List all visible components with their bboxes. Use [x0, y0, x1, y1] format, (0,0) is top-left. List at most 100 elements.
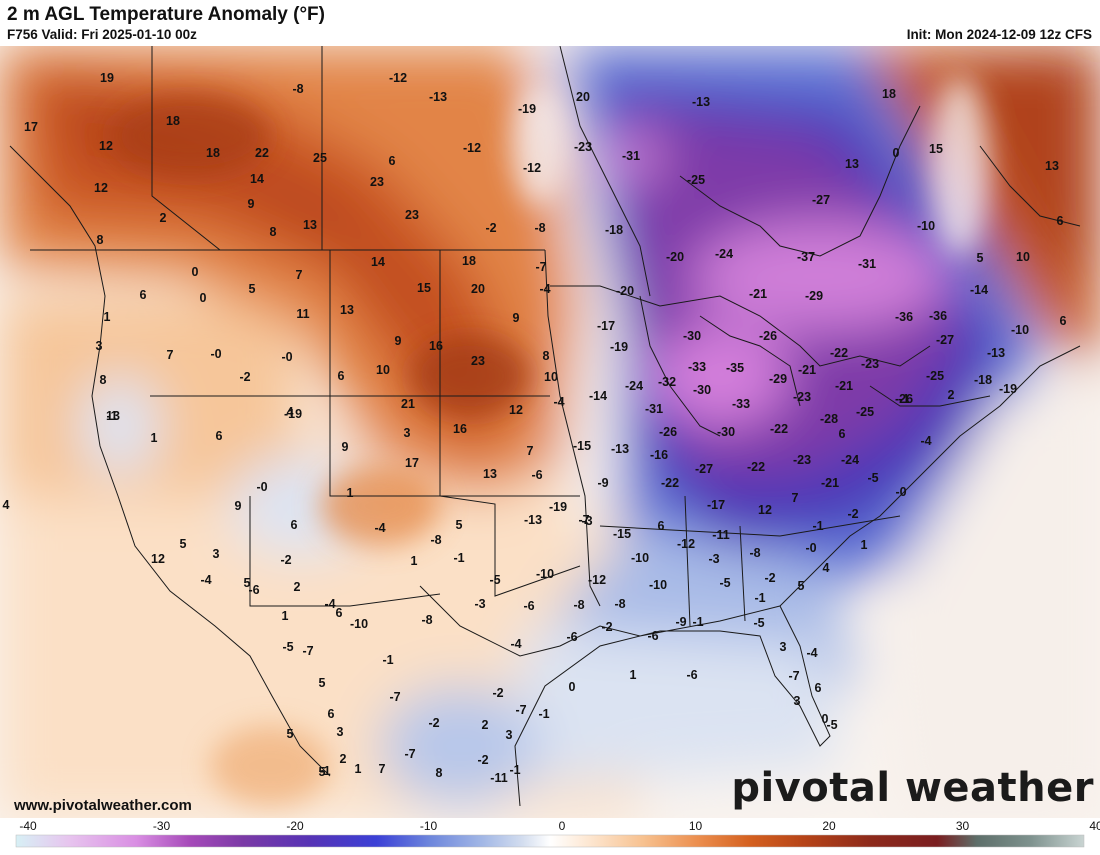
- anomaly-value-label: -21: [821, 476, 839, 490]
- anomaly-value-label: 6: [140, 288, 147, 302]
- anomaly-value-label: 14: [250, 172, 264, 186]
- anomaly-value-label: -2: [492, 686, 503, 700]
- anomaly-value-label: 8: [100, 373, 107, 387]
- anomaly-value-label: 3: [794, 694, 801, 708]
- anomaly-value-label: -6: [566, 630, 577, 644]
- anomaly-value-label: 3: [780, 640, 787, 654]
- anomaly-value-label: -2: [485, 221, 496, 235]
- anomaly-value-label: -7: [535, 260, 546, 274]
- anomaly-value-label: -1: [538, 707, 549, 721]
- anomaly-value-label: -4: [324, 597, 335, 611]
- map-header: 2 m AGL Temperature Anomaly (°F) F756 Va…: [0, 0, 1100, 46]
- anomaly-value-label: -10: [536, 567, 554, 581]
- anomaly-value-label: 1: [861, 538, 868, 552]
- anomaly-value-label: -1: [319, 764, 330, 778]
- anomaly-value-label: -28: [820, 412, 838, 426]
- anomaly-value-label: -26: [895, 392, 913, 406]
- anomaly-value-label: -16: [650, 448, 668, 462]
- anomaly-value-label: 10: [376, 363, 390, 377]
- anomaly-value-label: 2: [482, 718, 489, 732]
- anomaly-value-label: 12: [509, 403, 523, 417]
- anomaly-value-label: -5: [867, 471, 878, 485]
- anomaly-value-label: 14: [371, 255, 385, 269]
- colorbar-tick-label: 0: [559, 819, 566, 833]
- anomaly-value-label: 8: [270, 225, 277, 239]
- anomaly-value-label: -8: [292, 82, 303, 96]
- anomaly-value-label: 18: [882, 87, 896, 101]
- anomaly-value-label: -31: [645, 402, 663, 416]
- anomaly-value-label: -2: [847, 507, 858, 521]
- anomaly-value-label: -35: [726, 361, 744, 375]
- anomaly-value-label: -0: [805, 541, 816, 555]
- anomaly-value-label: -13: [524, 513, 542, 527]
- anomaly-value-label: -1: [106, 409, 117, 423]
- anomaly-value-label: -21: [798, 363, 816, 377]
- anomaly-value-label: -4: [920, 434, 931, 448]
- anomaly-value-label: 1: [104, 310, 111, 324]
- anomaly-value-label: -1: [382, 653, 393, 667]
- anomaly-value-label: -3: [474, 597, 485, 611]
- anomaly-value-label: -36: [929, 309, 947, 323]
- anomaly-value-label: -22: [661, 476, 679, 490]
- anomaly-value-label: -6: [531, 468, 542, 482]
- anomaly-value-label: -1: [812, 519, 823, 533]
- anomaly-value-label: -13: [692, 95, 710, 109]
- colorbar-strip: [15, 834, 1085, 848]
- anomaly-value-label: -20: [616, 284, 634, 298]
- colorbar-tick-label: 30: [956, 819, 970, 833]
- anomaly-value-label: -31: [858, 257, 876, 271]
- anomaly-value-label: -25: [856, 405, 874, 419]
- anomaly-value-label: -27: [812, 193, 830, 207]
- anomaly-value-label: 2: [160, 211, 167, 225]
- anomaly-value-label: -0: [256, 480, 267, 494]
- anomaly-value-label: -0: [895, 485, 906, 499]
- anomaly-value-label: 4: [287, 405, 294, 419]
- colorbar-tick-label: -10: [420, 819, 438, 833]
- anomaly-value-label: 1: [151, 431, 158, 445]
- anomaly-value-label: 5: [180, 537, 187, 551]
- anomaly-value-label: -4: [806, 646, 817, 660]
- anomaly-value-label: -2: [477, 753, 488, 767]
- anomaly-value-label: 9: [395, 334, 402, 348]
- anomaly-value-label: 6: [839, 427, 846, 441]
- anomaly-value-label: 2: [294, 580, 301, 594]
- anomaly-value-label: 4: [823, 561, 830, 575]
- anomaly-value-label: -25: [926, 369, 944, 383]
- anomaly-value-label: 6: [389, 154, 396, 168]
- anomaly-value-label: -14: [589, 389, 607, 403]
- anomaly-value-label: -10: [1011, 323, 1029, 337]
- anomaly-value-label: -14: [970, 283, 988, 297]
- anomaly-value-label: -29: [805, 289, 823, 303]
- anomaly-value-label: 6: [1057, 214, 1064, 228]
- anomaly-value-label: -1: [692, 615, 703, 629]
- anomaly-value-label: 13: [303, 218, 317, 232]
- anomaly-value-label: -2: [428, 716, 439, 730]
- anomaly-value-label: 20: [576, 90, 590, 104]
- anomaly-value-label: -29: [769, 372, 787, 386]
- anomaly-value-label: -15: [573, 439, 591, 453]
- anomaly-value-label: -2: [764, 571, 775, 585]
- anomaly-value-label: -31: [622, 149, 640, 163]
- anomaly-value-label: 3: [337, 725, 344, 739]
- anomaly-value-label: 3: [213, 547, 220, 561]
- anomaly-value-label: -3: [708, 552, 719, 566]
- anomaly-value-label: 5: [977, 251, 984, 265]
- anomaly-value-label: -33: [732, 397, 750, 411]
- anomaly-value-label: 20: [471, 282, 485, 296]
- anomaly-value-label: 22: [255, 146, 269, 160]
- anomaly-value-label: -23: [793, 453, 811, 467]
- anomaly-value-label: 15: [417, 281, 431, 295]
- anomaly-value-label: -12: [677, 537, 695, 551]
- anomaly-value-label: -7: [515, 703, 526, 717]
- anomaly-value-label: 13: [106, 409, 120, 423]
- colorbar-svg: -40 -30 -20 -10 0 10 20 30 40: [15, 819, 1100, 848]
- anomaly-value-label: -12: [389, 71, 407, 85]
- init-time: Init: Mon 2024-12-09 12z CFS: [906, 27, 1092, 42]
- anomaly-value-label: 8: [97, 233, 104, 247]
- anomaly-value-label: 6: [336, 606, 343, 620]
- anomaly-value-label: -4: [510, 637, 521, 651]
- anomaly-value-label: -8: [749, 546, 760, 560]
- anomaly-value-label: -18: [974, 373, 992, 387]
- anomaly-value-label: -4: [539, 282, 550, 296]
